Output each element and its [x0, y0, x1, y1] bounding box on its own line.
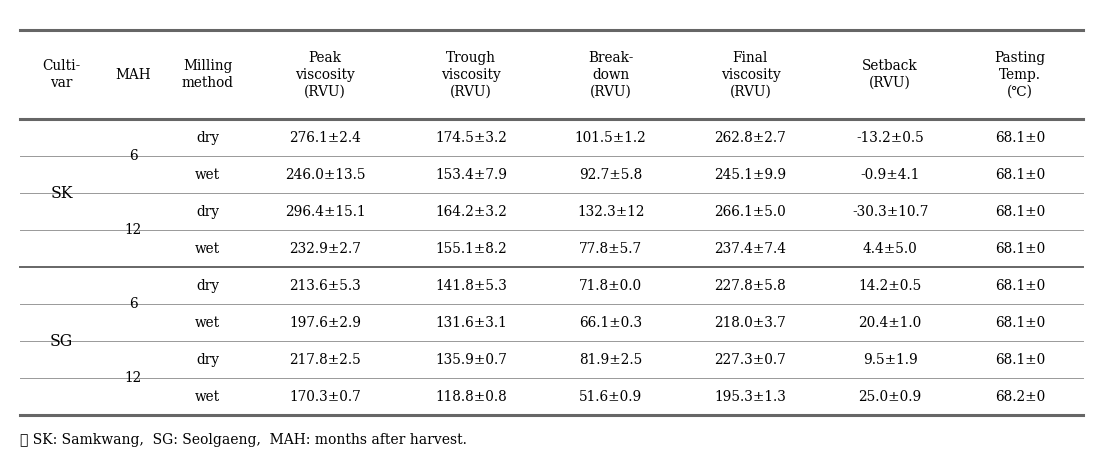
Text: Trough
viscosity
(RVU): Trough viscosity (RVU): [441, 51, 501, 98]
Text: 68.1±0: 68.1±0: [994, 168, 1045, 182]
Text: 213.6±5.3: 213.6±5.3: [289, 279, 361, 293]
Text: -0.9±4.1: -0.9±4.1: [861, 168, 920, 182]
Text: SG: SG: [50, 333, 73, 350]
Text: 296.4±15.1: 296.4±15.1: [284, 205, 365, 219]
Text: Milling
method: Milling method: [182, 59, 234, 90]
Text: wet: wet: [195, 316, 220, 330]
Text: -30.3±10.7: -30.3±10.7: [852, 205, 929, 219]
Text: 218.0±3.7: 218.0±3.7: [714, 316, 787, 330]
Text: 71.8±0.0: 71.8±0.0: [579, 279, 642, 293]
Text: 155.1±8.2: 155.1±8.2: [435, 242, 507, 256]
Text: 237.4±7.4: 237.4±7.4: [714, 242, 787, 256]
Text: 4.4±5.0: 4.4±5.0: [863, 242, 918, 256]
Text: dry: dry: [196, 205, 219, 219]
Text: Peak
viscosity
(RVU): Peak viscosity (RVU): [295, 51, 354, 98]
Text: dry: dry: [196, 279, 219, 293]
Text: wet: wet: [195, 242, 220, 256]
Text: 68.1±0: 68.1±0: [994, 316, 1045, 330]
Text: 174.5±3.2: 174.5±3.2: [435, 131, 507, 145]
Text: 20.4±1.0: 20.4±1.0: [859, 316, 922, 330]
Text: ※ SK: Samkwang,  SG: Seolgaeng,  MAH: months after harvest.: ※ SK: Samkwang, SG: Seolgaeng, MAH: mont…: [20, 433, 466, 447]
Text: 68.1±0: 68.1±0: [994, 205, 1045, 219]
Text: 51.6±0.9: 51.6±0.9: [579, 390, 642, 404]
Text: Pasting
Temp.
(℃): Pasting Temp. (℃): [994, 51, 1046, 98]
Text: 227.3±0.7: 227.3±0.7: [714, 353, 787, 367]
Text: dry: dry: [196, 131, 219, 145]
Text: 101.5±1.2: 101.5±1.2: [574, 131, 647, 145]
Text: 77.8±5.7: 77.8±5.7: [579, 242, 642, 256]
Text: 12: 12: [125, 224, 142, 237]
Text: 262.8±2.7: 262.8±2.7: [714, 131, 787, 145]
Text: 81.9±2.5: 81.9±2.5: [579, 353, 642, 367]
Text: 141.8±5.3: 141.8±5.3: [435, 279, 507, 293]
Text: 68.1±0: 68.1±0: [994, 279, 1045, 293]
Text: 68.2±0: 68.2±0: [994, 390, 1045, 404]
Text: 217.8±2.5: 217.8±2.5: [289, 353, 361, 367]
Text: 92.7±5.8: 92.7±5.8: [579, 168, 642, 182]
Text: 132.3±12: 132.3±12: [577, 205, 644, 219]
Text: -13.2±0.5: -13.2±0.5: [857, 131, 924, 145]
Text: 246.0±13.5: 246.0±13.5: [284, 168, 365, 182]
Text: SK: SK: [50, 185, 73, 202]
Text: Break-
down
(RVU): Break- down (RVU): [589, 51, 633, 98]
Text: 12: 12: [125, 371, 142, 386]
Text: 197.6±2.9: 197.6±2.9: [289, 316, 361, 330]
Text: 68.1±0: 68.1±0: [994, 242, 1045, 256]
Text: 245.1±9.9: 245.1±9.9: [714, 168, 787, 182]
Text: 68.1±0: 68.1±0: [994, 131, 1045, 145]
Text: Culti-
var: Culti- var: [43, 59, 81, 90]
Text: 232.9±2.7: 232.9±2.7: [289, 242, 361, 256]
Text: 164.2±3.2: 164.2±3.2: [435, 205, 507, 219]
Text: wet: wet: [195, 390, 220, 404]
Text: 66.1±0.3: 66.1±0.3: [579, 316, 642, 330]
Text: 227.8±5.8: 227.8±5.8: [714, 279, 787, 293]
Text: wet: wet: [195, 168, 220, 182]
Text: 14.2±0.5: 14.2±0.5: [859, 279, 922, 293]
Text: 118.8±0.8: 118.8±0.8: [435, 390, 507, 404]
Text: 68.1±0: 68.1±0: [994, 353, 1045, 367]
Text: 276.1±2.4: 276.1±2.4: [289, 131, 361, 145]
Text: 9.5±1.9: 9.5±1.9: [863, 353, 918, 367]
Text: 6: 6: [129, 297, 138, 311]
Text: 25.0±0.9: 25.0±0.9: [859, 390, 922, 404]
Text: Setback
(RVU): Setback (RVU): [862, 59, 918, 90]
Text: dry: dry: [196, 353, 219, 367]
Text: 266.1±5.0: 266.1±5.0: [714, 205, 787, 219]
Text: MAH: MAH: [116, 67, 151, 82]
Text: 170.3±0.7: 170.3±0.7: [289, 390, 361, 404]
Text: 153.4±7.9: 153.4±7.9: [435, 168, 507, 182]
Text: 135.9±0.7: 135.9±0.7: [435, 353, 507, 367]
Text: 195.3±1.3: 195.3±1.3: [714, 390, 787, 404]
Text: 6: 6: [129, 149, 138, 163]
Text: Final
viscosity
(RVU): Final viscosity (RVU): [721, 51, 780, 98]
Text: 131.6±3.1: 131.6±3.1: [435, 316, 507, 330]
